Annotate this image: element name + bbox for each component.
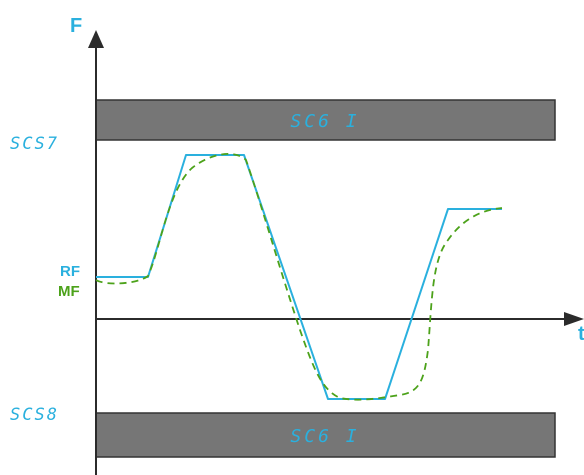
x-axis-arrow <box>564 312 584 326</box>
lower-level-label: SCS8 <box>10 405 59 425</box>
mf-motor-curve <box>95 153 503 401</box>
mf-signal-label: MF <box>58 283 80 300</box>
upper-band-label: SC6 I <box>290 111 359 132</box>
lower-band-label: SC6 I <box>290 426 359 447</box>
rf-signal-label: RF <box>60 263 80 280</box>
upper-limit-band <box>95 99 556 141</box>
y-axis-arrow <box>88 30 104 48</box>
lower-limit-band <box>95 412 556 458</box>
rf-reference-curve <box>96 154 502 400</box>
x-axis-letter: t <box>578 323 584 345</box>
upper-level-label: SCS7 <box>10 134 59 154</box>
y-axis-letter: F <box>70 15 82 37</box>
